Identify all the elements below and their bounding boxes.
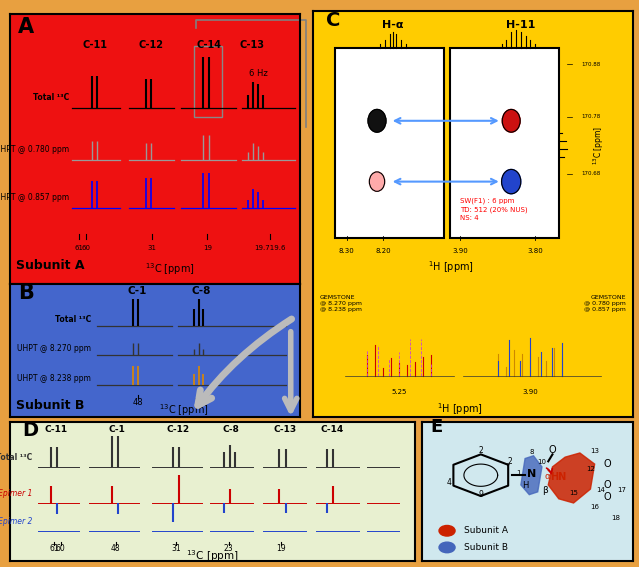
Text: C-8: C-8 bbox=[192, 286, 211, 296]
Text: Subunit B: Subunit B bbox=[464, 543, 508, 552]
Text: 31: 31 bbox=[148, 245, 157, 251]
Text: 16: 16 bbox=[590, 503, 599, 510]
Text: C-12: C-12 bbox=[166, 425, 190, 434]
Text: Epimer 1: Epimer 1 bbox=[0, 489, 32, 498]
Text: Total ¹³C: Total ¹³C bbox=[55, 315, 91, 324]
Text: A: A bbox=[19, 17, 35, 37]
Text: N: N bbox=[527, 468, 536, 479]
Text: 19.719.6: 19.719.6 bbox=[254, 245, 286, 251]
Text: GEMSTONE
@ 8.270 ppm
@ 8.238 ppm: GEMSTONE @ 8.270 ppm @ 8.238 ppm bbox=[320, 295, 362, 312]
Text: $^{13}$C [ppm]: $^{13}$C [ppm] bbox=[144, 261, 194, 277]
Text: C-1: C-1 bbox=[128, 286, 147, 296]
Text: 12: 12 bbox=[586, 466, 595, 472]
Text: C: C bbox=[326, 11, 340, 29]
Text: α: α bbox=[544, 472, 550, 481]
Circle shape bbox=[502, 170, 521, 194]
Text: β: β bbox=[542, 486, 548, 495]
Bar bbox=[194, 46, 222, 117]
Text: 61: 61 bbox=[74, 245, 83, 251]
Circle shape bbox=[439, 526, 455, 536]
Text: 19: 19 bbox=[277, 544, 286, 553]
Text: E: E bbox=[430, 418, 442, 436]
Text: 10: 10 bbox=[537, 459, 546, 465]
Text: GEMSTONE
@ 0.780 ppm
@ 0.857 ppm: GEMSTONE @ 0.780 ppm @ 0.857 ppm bbox=[584, 295, 626, 312]
Text: 4: 4 bbox=[447, 478, 452, 487]
Text: 60: 60 bbox=[81, 245, 90, 251]
FancyArrowPatch shape bbox=[546, 468, 552, 473]
Text: $^{1}$H [ppm]: $^{1}$H [ppm] bbox=[437, 401, 483, 417]
Text: UHPT @ 0.857 ppm: UHPT @ 0.857 ppm bbox=[0, 193, 69, 202]
Text: 170.68: 170.68 bbox=[581, 171, 601, 176]
Text: B: B bbox=[19, 284, 34, 303]
Text: 9: 9 bbox=[479, 490, 483, 500]
Text: 61: 61 bbox=[49, 544, 59, 553]
Text: $^{13}$C [ppm]: $^{13}$C [ppm] bbox=[592, 125, 606, 165]
Text: C-14: C-14 bbox=[321, 425, 344, 434]
Text: 6 Hz: 6 Hz bbox=[249, 69, 268, 78]
Text: 8.20: 8.20 bbox=[376, 248, 391, 253]
Text: $^{1}$H [ppm]: $^{1}$H [ppm] bbox=[427, 259, 473, 275]
Text: $^{13}$C [ppm]: $^{13}$C [ppm] bbox=[159, 402, 209, 418]
Text: D: D bbox=[22, 421, 38, 441]
Text: Subunit B: Subunit B bbox=[16, 399, 84, 412]
Text: UHPT @ 0.780 ppm: UHPT @ 0.780 ppm bbox=[0, 145, 69, 154]
Text: C-13: C-13 bbox=[274, 425, 297, 434]
Text: SW(F1) : 6 ppm
TD: 512 (20% NUS)
NS: 4: SW(F1) : 6 ppm TD: 512 (20% NUS) NS: 4 bbox=[460, 198, 528, 221]
Text: HN: HN bbox=[550, 472, 566, 482]
Text: H: H bbox=[522, 481, 528, 490]
Text: 18: 18 bbox=[612, 515, 620, 521]
Text: 2: 2 bbox=[479, 446, 483, 455]
Text: 48: 48 bbox=[132, 398, 143, 407]
Circle shape bbox=[439, 542, 455, 553]
Text: H-11: H-11 bbox=[506, 19, 535, 29]
Text: O: O bbox=[603, 480, 611, 490]
FancyBboxPatch shape bbox=[335, 48, 444, 238]
Text: 14: 14 bbox=[597, 487, 605, 493]
Text: 19: 19 bbox=[203, 245, 212, 251]
Text: Epimer 2: Epimer 2 bbox=[0, 517, 32, 526]
Text: 8.30: 8.30 bbox=[339, 248, 355, 253]
Text: Total ¹³C: Total ¹³C bbox=[33, 94, 69, 103]
Text: C-12: C-12 bbox=[138, 40, 163, 50]
Text: 23: 23 bbox=[195, 398, 205, 407]
Circle shape bbox=[368, 109, 386, 132]
Text: C-11: C-11 bbox=[83, 40, 108, 50]
FancyBboxPatch shape bbox=[450, 48, 559, 238]
Text: O: O bbox=[549, 445, 557, 455]
Polygon shape bbox=[548, 453, 595, 503]
Polygon shape bbox=[521, 456, 542, 494]
Text: Total ¹³C: Total ¹³C bbox=[0, 453, 32, 462]
Text: O: O bbox=[603, 492, 611, 502]
Text: 60: 60 bbox=[56, 544, 66, 553]
Text: 23: 23 bbox=[224, 544, 233, 553]
Text: Subunit A: Subunit A bbox=[16, 259, 84, 272]
Text: 48: 48 bbox=[111, 544, 121, 553]
Text: 3.90: 3.90 bbox=[452, 248, 468, 253]
Text: 5.25: 5.25 bbox=[392, 390, 407, 395]
Text: C-8: C-8 bbox=[222, 425, 239, 434]
Text: 170.88: 170.88 bbox=[581, 62, 601, 66]
Text: Subunit A: Subunit A bbox=[464, 526, 508, 535]
Text: 1: 1 bbox=[516, 470, 521, 476]
Text: 15: 15 bbox=[569, 490, 578, 496]
Text: 3.80: 3.80 bbox=[527, 248, 543, 253]
Text: 8: 8 bbox=[529, 450, 534, 455]
Text: $^{13}$C [ppm]: $^{13}$C [ppm] bbox=[186, 548, 239, 564]
Text: 2: 2 bbox=[508, 457, 512, 466]
Text: 13: 13 bbox=[590, 448, 599, 454]
Text: 17: 17 bbox=[617, 487, 627, 493]
Text: O: O bbox=[603, 459, 611, 469]
Text: C-14: C-14 bbox=[196, 40, 221, 50]
Text: 170.78: 170.78 bbox=[581, 114, 601, 119]
Text: 3.90: 3.90 bbox=[523, 390, 538, 395]
Text: UHPT @ 8.238 ppm: UHPT @ 8.238 ppm bbox=[17, 374, 91, 383]
Text: C-13: C-13 bbox=[240, 40, 265, 50]
Text: UHPT @ 8.270 ppm: UHPT @ 8.270 ppm bbox=[17, 345, 91, 353]
Circle shape bbox=[369, 172, 385, 191]
Circle shape bbox=[502, 109, 520, 132]
Text: 31: 31 bbox=[171, 544, 181, 553]
Text: C-11: C-11 bbox=[45, 425, 68, 434]
Text: C-1: C-1 bbox=[109, 425, 125, 434]
Text: H-α: H-α bbox=[382, 19, 404, 29]
